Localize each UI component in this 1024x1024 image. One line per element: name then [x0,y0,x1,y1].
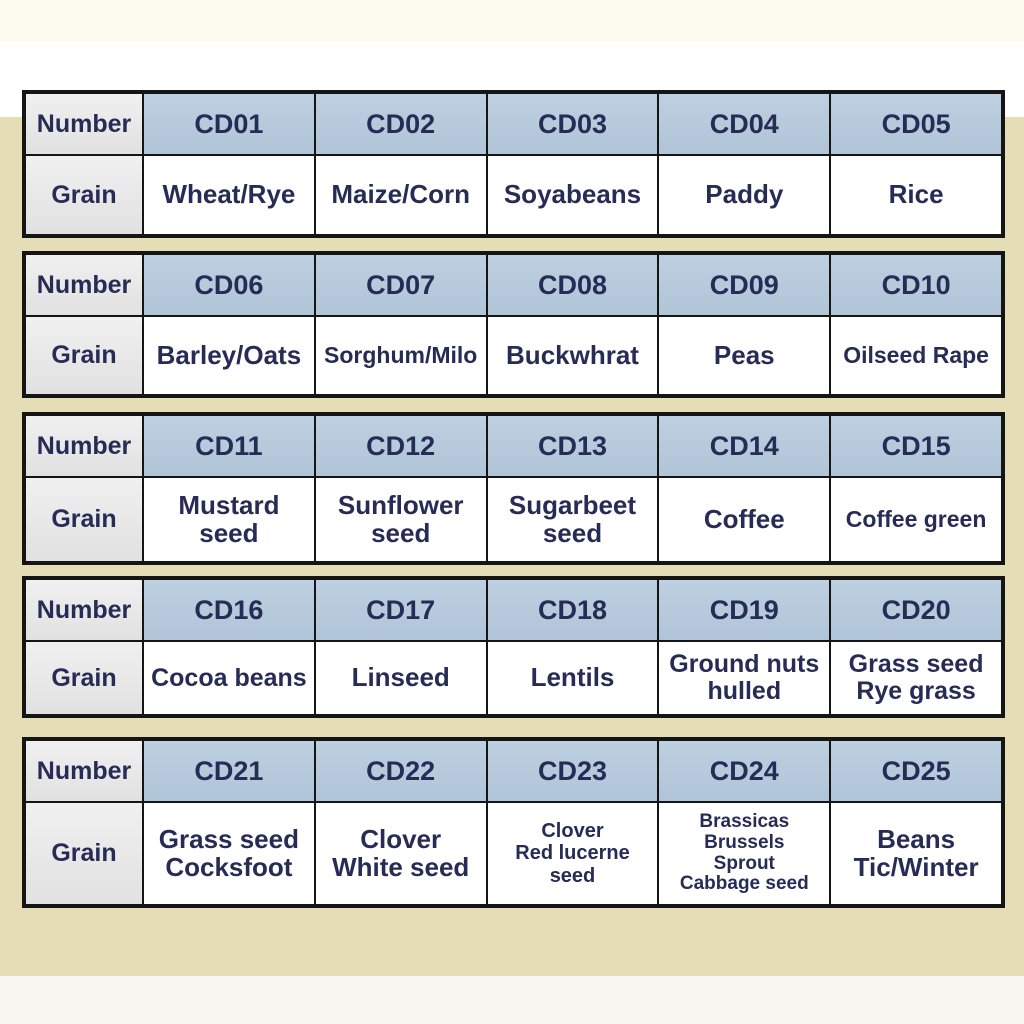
number-cell-cd24: CD24 [658,740,831,802]
number-cell-cd22: CD22 [314,740,487,802]
grain-cell-cd20: Grass seed Rye grass [830,641,1002,715]
grain-cell-cd17: Linseed [314,641,487,715]
number-cell-cd12: CD12 [314,415,487,477]
number-cell-cd03: CD03 [486,93,659,155]
number-cell-cd06: CD06 [143,254,315,316]
grain-cell-cd07: Sorghum/Milo [314,316,487,395]
grain-code-table: Number CD01 CD02 CD03 CD04 CD05 Grain Wh… [22,90,1005,908]
grain-cell-cd23: Clover Red lucerne seed [486,802,659,905]
number-cell-cd20: CD20 [830,579,1002,641]
row-label-grain: Grain [25,641,143,715]
number-cell-cd19: CD19 [658,579,831,641]
table-block-cd06-cd10: Number CD06 CD07 CD08 CD09 CD10 Grain Ba… [22,251,1005,398]
number-cell-cd11: CD11 [143,415,315,477]
number-cell-cd17: CD17 [314,579,487,641]
number-cell-cd09: CD09 [658,254,831,316]
number-cell-cd23: CD23 [486,740,659,802]
row-label-grain: Grain [25,316,143,395]
row-label-number: Number [25,254,143,316]
grain-cell-cd13: Sugarbeet seed [486,477,659,562]
grain-cell-cd08: Buckwhrat [486,316,659,395]
number-cell-cd05: CD05 [830,93,1002,155]
number-cell-cd21: CD21 [143,740,315,802]
grain-cell-cd22: Clover White seed [314,802,487,905]
grain-cell-cd25: Beans Tic/Winter [830,802,1002,905]
number-cell-cd25: CD25 [830,740,1002,802]
number-cell-cd02: CD02 [314,93,487,155]
grain-cell-cd10: Oilseed Rape [830,316,1002,395]
number-cell-cd08: CD08 [486,254,659,316]
grain-cell-cd19: Ground nuts hulled [658,641,831,715]
table-block-cd01-cd05: Number CD01 CD02 CD03 CD04 CD05 Grain Wh… [22,90,1005,238]
grain-cell-cd18: Lentils [486,641,659,715]
grain-cell-cd03: Soyabeans [486,155,659,235]
grain-cell-cd01: Wheat/Rye [143,155,315,235]
grain-cell-cd14: Coffee [658,477,831,562]
grain-cell-cd05: Rice [830,155,1002,235]
number-cell-cd15: CD15 [830,415,1002,477]
number-cell-cd13: CD13 [486,415,659,477]
table-block-cd21-cd25: Number CD21 CD22 CD23 CD24 CD25 Grain Gr… [22,737,1005,908]
top-cream-band [0,0,1024,42]
grain-cell-cd04: Paddy [658,155,831,235]
number-cell-cd07: CD07 [314,254,487,316]
grain-cell-cd12: Sunflower seed [314,477,487,562]
row-label-number: Number [25,740,143,802]
row-label-grain: Grain [25,477,143,562]
number-cell-cd04: CD04 [658,93,831,155]
grain-cell-cd16: Cocoa beans [143,641,315,715]
number-cell-cd01: CD01 [143,93,315,155]
row-label-grain: Grain [25,155,143,235]
grain-cell-cd21: Grass seed Cocksfoot [143,802,315,905]
table-block-cd16-cd20: Number CD16 CD17 CD18 CD19 CD20 Grain Co… [22,576,1005,718]
number-cell-cd14: CD14 [658,415,831,477]
grain-cell-cd11: Mustard seed [143,477,315,562]
number-cell-cd10: CD10 [830,254,1002,316]
row-label-grain: Grain [25,802,143,905]
grain-cell-cd09: Peas [658,316,831,395]
grain-cell-cd15: Coffee green [830,477,1002,562]
row-label-number: Number [25,415,143,477]
bottom-light-band [0,976,1024,1024]
number-cell-cd16: CD16 [143,579,315,641]
row-label-number: Number [25,93,143,155]
number-cell-cd18: CD18 [486,579,659,641]
grain-cell-cd06: Barley/Oats [143,316,315,395]
table-block-cd11-cd15: Number CD11 CD12 CD13 CD14 CD15 Grain Mu… [22,412,1005,565]
grain-cell-cd24: Brassicas Brussels Sprout Cabbage seed [658,802,831,905]
grain-cell-cd02: Maize/Corn [314,155,487,235]
row-label-number: Number [25,579,143,641]
